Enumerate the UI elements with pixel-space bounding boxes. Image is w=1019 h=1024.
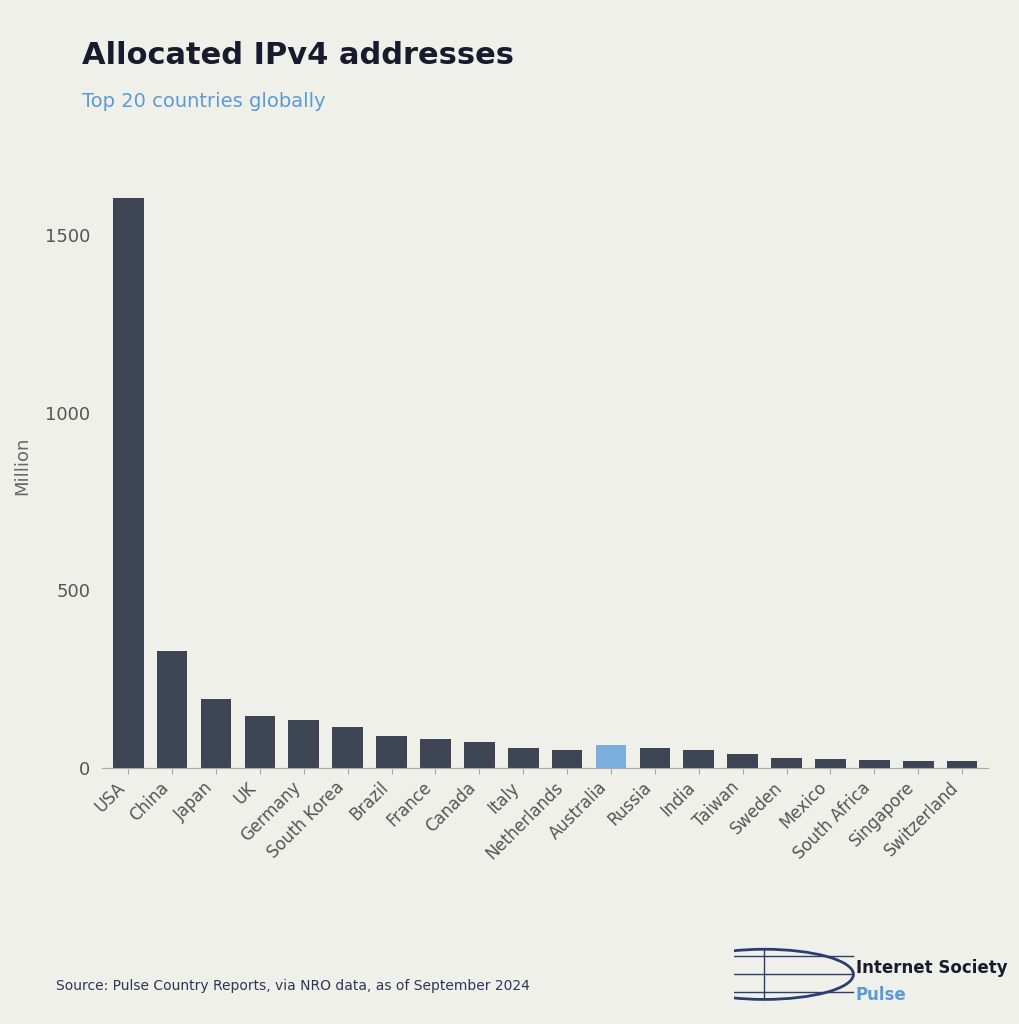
Bar [376, 736, 407, 768]
Bar [113, 198, 144, 768]
Bar [420, 738, 450, 768]
Text: Allocated IPv4 addresses: Allocated IPv4 addresses [82, 41, 514, 70]
Bar [551, 751, 583, 768]
Bar [464, 742, 494, 768]
Bar [507, 749, 539, 768]
Bar [684, 751, 714, 768]
Bar [201, 698, 231, 768]
Bar [640, 748, 671, 768]
Bar [771, 758, 802, 768]
Bar [157, 650, 187, 768]
Text: Top 20 countries globally: Top 20 countries globally [82, 92, 325, 112]
Bar [815, 759, 846, 768]
Bar [596, 744, 627, 768]
Bar [728, 755, 758, 768]
Bar [288, 720, 319, 768]
Bar [859, 760, 890, 768]
Y-axis label: Million: Million [13, 436, 31, 496]
Bar [903, 761, 933, 768]
Text: Internet Society: Internet Society [856, 958, 1008, 977]
Bar [947, 761, 977, 768]
Text: Pulse: Pulse [856, 986, 907, 1005]
Bar [245, 717, 275, 768]
Text: Source: Pulse Country Reports, via NRO data, as of September 2024: Source: Pulse Country Reports, via NRO d… [56, 979, 530, 993]
Bar [332, 727, 363, 768]
